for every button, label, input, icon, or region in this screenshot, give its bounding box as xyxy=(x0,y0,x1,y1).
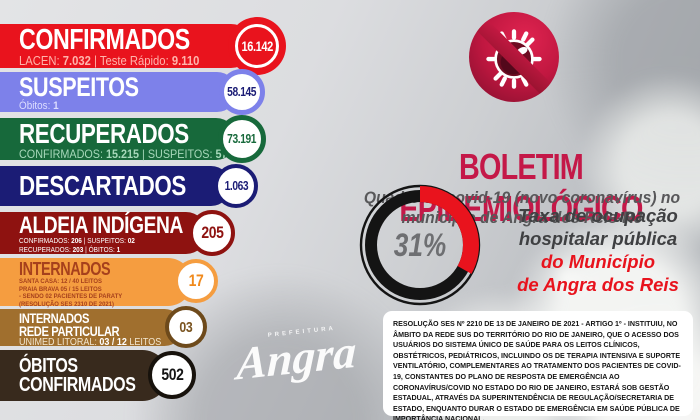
stat-sub-label: LACEN: xyxy=(19,54,63,68)
stat-title-confirmados: CONFIRMADOS xyxy=(19,24,190,56)
stat-badge-internados-rede-particular: 03 xyxy=(165,306,207,348)
stat-title-descartados: DESCARTADOS xyxy=(19,170,186,201)
stat-sub-label: | Teste Rápido: xyxy=(90,54,172,68)
angra-script-logo: Angra xyxy=(235,325,358,390)
stat-sub-confirmados: LACEN: 7.032 | Teste Rápido: 9.110 xyxy=(19,54,230,68)
stat-sub-label: UNIMED LITORAL: xyxy=(19,337,100,348)
stat-sub-aldeia-line2: RECUPERADOS: 203 | ÓBITOS: 1 xyxy=(19,244,188,255)
stat-bar-recuperados: RECUPERADOS CONFIRMADOS: 15.215 | SUSPEI… xyxy=(0,118,249,161)
stat-title-rede-line2: REDE PARTICULAR xyxy=(19,322,120,339)
stat-badge-aldeia-indigena: 205 xyxy=(189,210,235,256)
stat-sub-label: CONFIRMADOS: xyxy=(19,147,107,161)
stat-sub-label: | SUSPEITOS: xyxy=(139,147,216,161)
stat-sub-label: | SUSPEITOS: xyxy=(81,236,128,245)
resolution-note-box: RESOLUÇÃO SES Nº 2210 DE 13 DE JANEIRO D… xyxy=(383,311,693,420)
stat-sub-value: 1 xyxy=(53,100,59,112)
stat-title-recuperados: RECUPERADOS xyxy=(19,118,189,149)
stat-bar-confirmados: CONFIRMADOS LACEN: 7.032 | Teste Rápido:… xyxy=(0,24,253,68)
stat-sub-internados-line: SANTA CASA: 12 / 40 LEITOS xyxy=(19,278,102,285)
stat-sub-value: 203 xyxy=(72,244,84,254)
stat-sub-internados-line: PRAIA BRAVA 05 / 15 LEITOS xyxy=(19,285,102,293)
stat-badge-descartados: 1.063 xyxy=(214,164,258,208)
stat-sub-label: | ÓBITOS: xyxy=(83,244,117,254)
stat-sub-aldeia-line1: CONFIRMADOS: 206 | SUSPEITOS: 02 xyxy=(19,236,188,246)
stat-badge-recuperados: 73.191 xyxy=(218,115,266,163)
stat-bar-internados-rede-particular: INTERNADOS REDE PARTICULAR UNIMED LITORA… xyxy=(0,309,183,348)
stat-sub-recuperados: CONFIRMADOS: 15.215 | SUSPEITOS: 57.976 xyxy=(19,147,249,161)
stat-sub-value: 12 xyxy=(116,337,127,348)
stat-title-rede-line1: INTERNADOS xyxy=(19,310,90,326)
stat-bar-descartados: DESCARTADOS xyxy=(0,166,231,206)
occupancy-donut-chart: 31% xyxy=(358,183,482,307)
no-coronavirus-icon xyxy=(469,12,559,102)
stat-badge-obitos-confirmados: 502 xyxy=(148,351,196,399)
donut-rings xyxy=(359,184,481,306)
stat-bar-aldeia-indigena: ALDEIA INDÍGENA CONFIRMADOS: 206 | SUSPE… xyxy=(0,212,207,254)
stat-sub-suspeitos: Óbitos: 1 xyxy=(19,100,215,112)
stat-badge-confirmados: 16.142 xyxy=(235,24,279,68)
stat-title-suspeitos: SUSPEITOS xyxy=(19,72,139,102)
stat-bar-internados: INTERNADOS SANTA CASA: 12 / 40 LEITOS PR… xyxy=(0,258,192,308)
stat-sub-label: RECUPERADOS: xyxy=(19,244,73,254)
stat-sub-label: CONFIRMADOS: xyxy=(19,236,72,245)
stat-sub-value: 02 xyxy=(127,236,135,245)
stat-badge-suspeitos: 58.145 xyxy=(219,69,265,115)
stat-sub-value: 206 xyxy=(71,236,82,245)
occupancy-percent: 31% xyxy=(393,226,447,263)
stat-title-internados: INTERNADOS xyxy=(19,259,111,279)
stat-sub-value: 15.215 xyxy=(106,147,140,161)
stat-sub-internados-line: (RESOLUÇÃO SES 2310 DE 2021) xyxy=(19,300,114,308)
stat-title-obitos: ÓBITOS CONFIRMADOS xyxy=(19,354,136,396)
stat-badge-internados: 17 xyxy=(174,259,218,303)
stat-sub-label: Óbitos: xyxy=(19,100,54,112)
stat-title-aldeia-indigena: ALDEIA INDÍGENA xyxy=(19,212,183,239)
stat-sub-value: 1 xyxy=(116,244,121,254)
stat-bar-obitos-confirmados: ÓBITOS CONFIRMADOS xyxy=(0,350,168,401)
prefeitura-angra-logo: PREFEITURA Angra xyxy=(234,324,359,390)
resolution-note-text: RESOLUÇÃO SES Nº 2210 DE 13 DE JANEIRO D… xyxy=(393,319,681,420)
stat-sub-value: 03 xyxy=(99,337,110,348)
stat-sub-internados-line: - SENDO 02 PACIENTES DE PARATY xyxy=(19,293,123,301)
stat-sub-value: 7.032 xyxy=(62,54,91,68)
stat-sub-separator: / xyxy=(109,337,117,348)
occupancy-caption: Taxa de ocupação hospitalar pública do M… xyxy=(517,205,679,295)
stat-sub-value: 9.110 xyxy=(171,54,200,68)
stat-bar-suspeitos: SUSPEITOS Óbitos: 1 xyxy=(0,72,237,112)
stat-sub-rede: UNIMED LITORAL: 03 / 12 LEITOS xyxy=(19,337,167,348)
stat-sub-label: LEITOS xyxy=(126,337,162,348)
